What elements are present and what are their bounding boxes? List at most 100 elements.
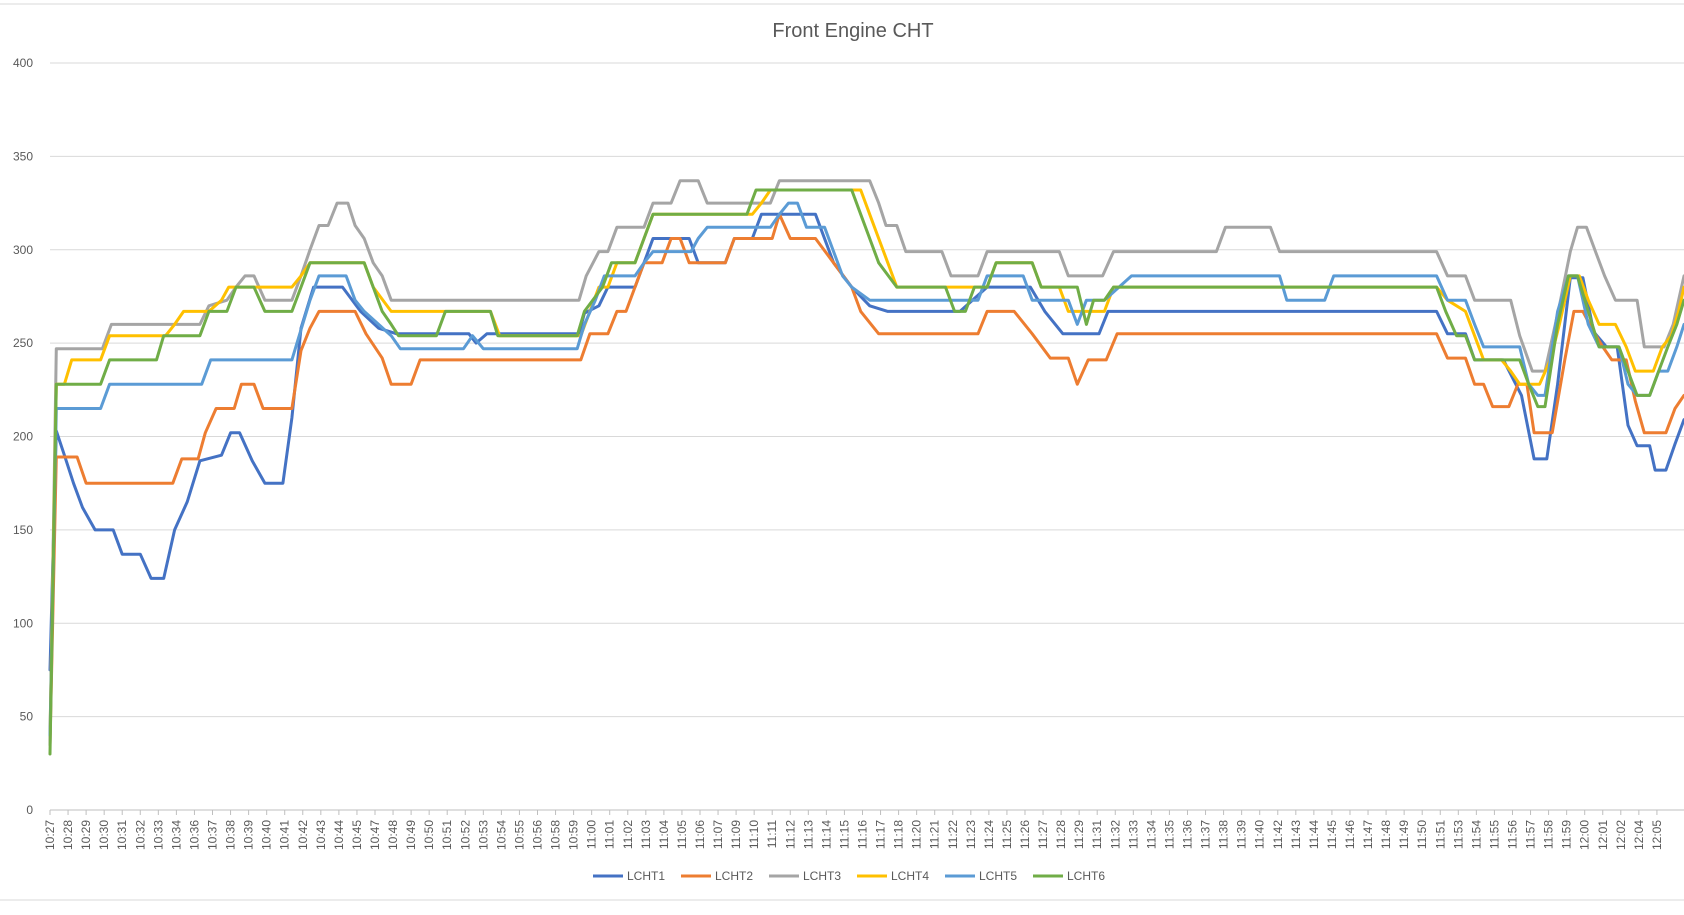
x-tick-label: 11:29: [1072, 820, 1086, 849]
legend-item-lcht1: LCHT1: [593, 869, 665, 883]
series-line-lcht5: [48, 201, 1684, 737]
legend-label: LCHT3: [803, 869, 841, 883]
x-tick-label: 12:00: [1578, 820, 1592, 850]
x-tick-label: 11:27: [1036, 820, 1050, 849]
y-tick-label: 400: [13, 56, 33, 70]
x-tick-label: 11:38: [1217, 820, 1231, 849]
x-tick-label: 11:39: [1235, 820, 1249, 849]
legend-item-lcht6: LCHT6: [1033, 869, 1105, 883]
x-tick-label: 11:34: [1144, 820, 1158, 849]
x-tick-label: 11:26: [1018, 820, 1032, 849]
x-tick-label: 11:48: [1379, 820, 1393, 849]
x-tick-label: 11:17: [874, 820, 888, 849]
series-line-lcht2: [48, 212, 1684, 747]
x-tick-label: 11:06: [693, 820, 707, 849]
x-tick-label: 11:24: [982, 820, 996, 849]
x-tick-label: 10:34: [169, 820, 183, 850]
x-tick-label: 11:53: [1451, 820, 1465, 849]
x-tick-label: 11:42: [1271, 820, 1285, 849]
x-tick-label: 10:38: [224, 820, 238, 850]
x-tick-label: 10:58: [549, 820, 563, 850]
x-tick-label: 10:33: [151, 820, 165, 850]
x-tick-label: 10:43: [314, 820, 328, 850]
x-tick-label: 11:43: [1289, 820, 1303, 849]
x-tick-label: 11:40: [1253, 820, 1267, 849]
x-tick-label: 10:39: [242, 820, 256, 850]
y-tick-label: 250: [13, 336, 33, 350]
x-tick-label: 11:18: [892, 820, 906, 849]
x-tick-label: 10:53: [476, 820, 490, 850]
x-tick-label: 10:30: [97, 820, 111, 850]
legend-item-lcht5: LCHT5: [945, 869, 1017, 883]
x-tick-label: 10:54: [494, 820, 508, 850]
x-tick-label: 11:16: [855, 820, 869, 849]
x-tick-label: 10:45: [350, 820, 364, 850]
x-tick-label: 11:02: [621, 820, 635, 849]
x-tick-label: 11:04: [657, 820, 671, 849]
x-tick-label: 11:03: [639, 820, 653, 849]
x-tick-label: 10:29: [79, 820, 93, 850]
legend-label: LCHT6: [1067, 869, 1105, 883]
x-tick-label: 11:15: [837, 820, 851, 849]
x-tick-label: 11:12: [783, 820, 797, 849]
x-tick-label: 11:21: [928, 820, 942, 849]
x-tick-label: 11:45: [1325, 820, 1339, 849]
x-tick-label: 11:14: [819, 820, 833, 849]
x-tick-label: 12:02: [1614, 820, 1628, 850]
x-axis: 10:27 10:28 10:29 10:30 10:31 10:32 10:33 10:34…: [43, 810, 1664, 850]
x-tick-label: 11:22: [946, 820, 960, 849]
x-tick-label: 10:31: [115, 820, 129, 850]
x-tick-label: 11:07: [711, 820, 725, 849]
x-tick-label: 11:55: [1487, 820, 1501, 849]
x-tick-label: 11:50: [1415, 820, 1429, 849]
x-tick-label: 11:11: [765, 820, 779, 849]
x-tick-label: 11:35: [1162, 820, 1176, 849]
chart-title: Front Engine CHT: [772, 20, 933, 42]
y-tick-label: 150: [13, 523, 33, 537]
y-tick-label: 350: [13, 149, 33, 163]
x-tick-label: 11:13: [801, 820, 815, 849]
x-tick-label: 11:58: [1542, 820, 1556, 849]
x-tick-label: 10:52: [458, 820, 472, 850]
x-tick-label: 11:37: [1199, 820, 1213, 849]
x-tick-label: 11:05: [675, 820, 689, 849]
x-tick-label: 11:23: [964, 820, 978, 849]
x-tick-label: 10:51: [440, 820, 454, 850]
x-tick-label: 11:59: [1560, 820, 1574, 849]
x-tick-label: 11:47: [1361, 820, 1375, 849]
legend-item-lcht2: LCHT2: [681, 869, 753, 883]
y-axis: 0 50 100 150 200 250 300 350 400: [13, 56, 33, 817]
x-tick-label: 10:36: [187, 820, 201, 850]
x-tick-label: 10:42: [296, 820, 310, 850]
x-tick-label: 11:33: [1126, 820, 1140, 849]
x-tick-label: 11:01: [603, 820, 617, 849]
series-layer: [48, 179, 1684, 756]
x-tick-label: 11:10: [747, 820, 761, 849]
x-tick-label: 11:25: [1000, 820, 1014, 849]
x-tick-label: 10:48: [386, 820, 400, 850]
x-tick-label: 11:20: [910, 820, 924, 849]
x-tick-label: 11:28: [1054, 820, 1068, 849]
legend: LCHT1 LCHT2 LCHT3 LCHT4 LCHT5 LCHT6: [593, 869, 1105, 883]
y-tick-label: 300: [13, 243, 33, 257]
x-tick-label: 12:01: [1596, 820, 1610, 850]
legend-label: LCHT4: [891, 869, 929, 883]
x-tick-label: 10:27: [43, 820, 57, 850]
series-line-lcht3: [48, 179, 1684, 747]
y-tick-label: 0: [26, 803, 33, 817]
x-tick-label: 10:55: [512, 820, 526, 850]
x-tick-label: 10:40: [260, 820, 274, 850]
x-tick-label: 11:56: [1505, 820, 1519, 849]
x-tick-label: 10:44: [332, 820, 346, 850]
x-tick-label: 10:37: [205, 820, 219, 850]
x-tick-label: 11:51: [1433, 820, 1447, 849]
x-tick-label: 11:49: [1397, 820, 1411, 849]
x-tick-label: 11:00: [585, 820, 599, 849]
legend-label: LCHT5: [979, 869, 1017, 883]
x-tick-label: 10:47: [368, 820, 382, 850]
x-tick-label: 11:54: [1469, 820, 1483, 849]
x-tick-label: 11:09: [729, 820, 743, 849]
